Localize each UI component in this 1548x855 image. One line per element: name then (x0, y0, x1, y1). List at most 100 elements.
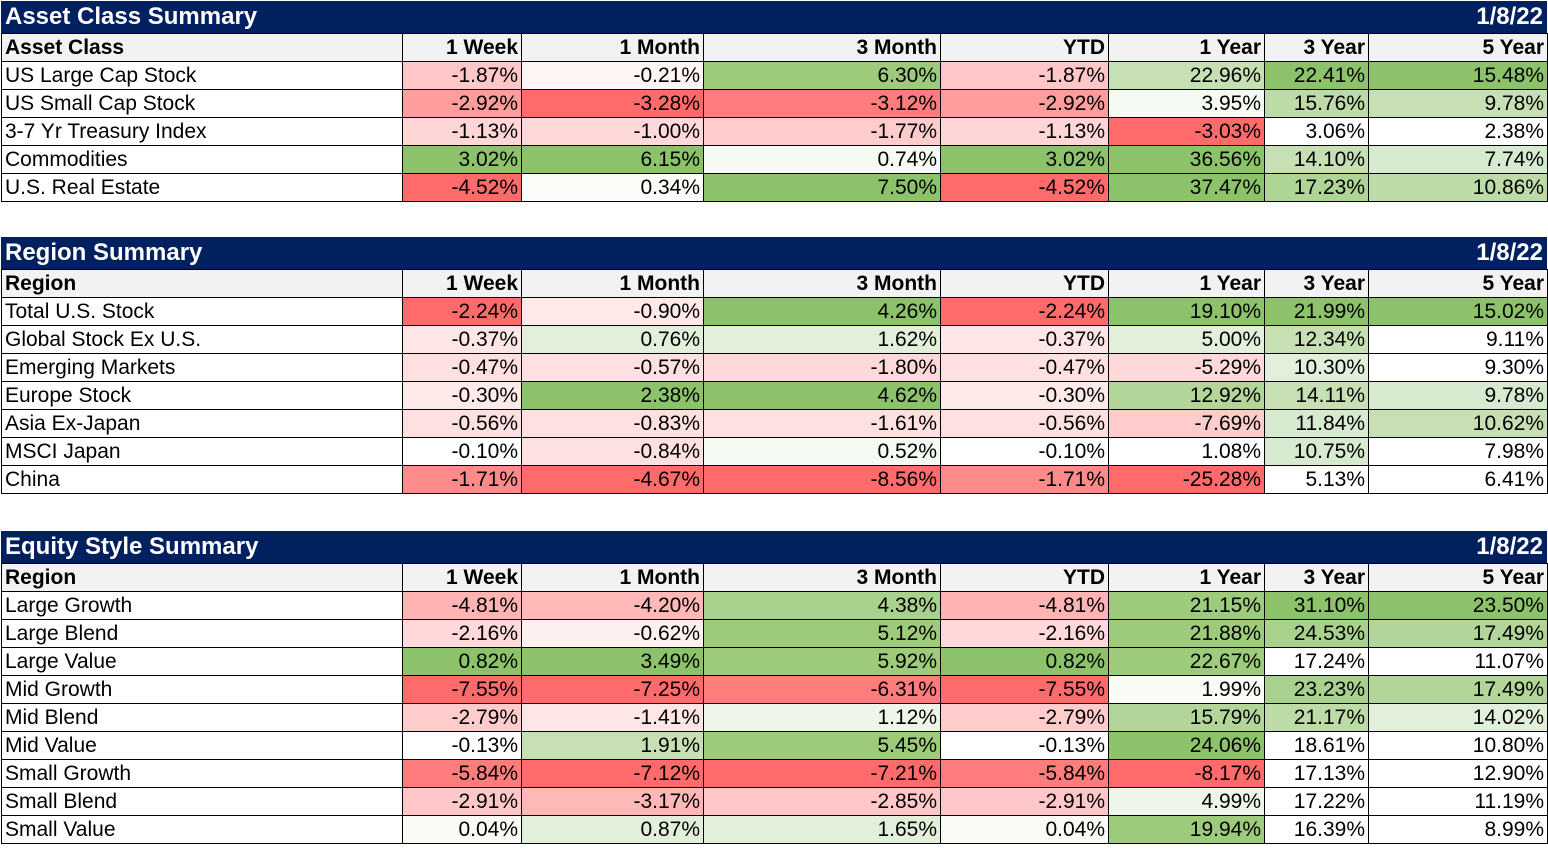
column-header: 5 Year (1368, 33, 1548, 62)
value-cell: -1.00% (521, 117, 704, 146)
value-cell: -7.12% (521, 759, 704, 788)
header-row: Region 1 Week 1 Month 3 Month YTD 1 Year 3 Yea… (1, 563, 1548, 592)
value-cell: 12.34% (1264, 325, 1369, 354)
value-cell: -2.79% (402, 703, 522, 732)
value-cell: 19.10% (1108, 297, 1265, 326)
value-cell: 3.49% (521, 647, 704, 676)
value-cell: -0.83% (521, 409, 704, 438)
equity-style-summary-section: Equity Style Summary 1/8/22 Region 1 Week 1 … (1, 531, 1548, 844)
value-cell: -1.87% (402, 61, 522, 90)
table-row: U.S. Real Estate -4.52% 0.34% 7.50% -4.52% 37… (1, 173, 1548, 202)
value-cell: -1.71% (940, 465, 1109, 494)
column-header: 3 Year (1264, 269, 1369, 298)
value-cell: 6.15% (521, 145, 704, 174)
table-row: Large Growth -4.81% -4.20% 4.38% -4.81% 21.15… (1, 591, 1548, 620)
value-cell: -4.52% (940, 173, 1109, 202)
value-cell: -1.41% (521, 703, 704, 732)
column-header: YTD (940, 269, 1109, 298)
value-cell: -0.47% (402, 353, 522, 382)
column-header: 3 Month (703, 269, 941, 298)
value-cell: 5.12% (703, 619, 941, 648)
value-cell: -0.37% (940, 325, 1109, 354)
table-row: Europe Stock -0.30% 2.38% 4.62% -0.30% 12.92%… (1, 381, 1548, 410)
value-cell: 6.41% (1368, 465, 1548, 494)
value-cell: -5.29% (1108, 353, 1265, 382)
table-row: Small Blend -2.91% -3.17% -2.85% -2.91% 4.99%… (1, 787, 1548, 816)
value-cell: 2.38% (521, 381, 704, 410)
value-cell: -2.91% (402, 787, 522, 816)
section-title-bar: Asset Class Summary 1/8/22 (1, 1, 1547, 33)
value-cell: 0.82% (402, 647, 522, 676)
column-header: 1 Year (1108, 33, 1265, 62)
value-cell: -4.52% (402, 173, 522, 202)
value-cell: 17.49% (1368, 619, 1548, 648)
value-cell: -0.57% (521, 353, 704, 382)
value-cell: 21.88% (1108, 619, 1265, 648)
section-date: 1/8/22 (1476, 533, 1543, 560)
value-cell: -4.67% (521, 465, 704, 494)
value-cell: 3.06% (1264, 117, 1369, 146)
value-cell: -7.25% (521, 675, 704, 704)
value-cell: 37.47% (1108, 173, 1265, 202)
row-label: 3-7 Yr Treasury Index (1, 117, 403, 146)
row-label: Large Blend (1, 619, 403, 648)
row-label: Mid Blend (1, 703, 403, 732)
value-cell: 17.24% (1264, 647, 1369, 676)
value-cell: -7.55% (402, 675, 522, 704)
value-cell: 3.02% (940, 145, 1109, 174)
table-row: Emerging Markets -0.47% -0.57% -1.80% -0.47%… (1, 353, 1548, 382)
section-title: Equity Style Summary (5, 533, 259, 560)
column-header: 1 Week (402, 269, 522, 298)
value-cell: 1.12% (703, 703, 941, 732)
value-cell: -4.20% (521, 591, 704, 620)
value-cell: 24.53% (1264, 619, 1369, 648)
value-cell: 23.50% (1368, 591, 1548, 620)
value-cell: -0.62% (521, 619, 704, 648)
header-row: Region 1 Week 1 Month 3 Month YTD 1 Year 3 Yea… (1, 269, 1548, 298)
column-header: 3 Year (1264, 563, 1369, 592)
value-cell: -1.13% (940, 117, 1109, 146)
value-cell: -0.47% (940, 353, 1109, 382)
value-cell: -1.87% (940, 61, 1109, 90)
value-cell: -0.90% (521, 297, 704, 326)
column-header: Region (1, 563, 403, 592)
value-cell: 36.56% (1108, 145, 1265, 174)
table-row: Commodities 3.02% 6.15% 0.74% 3.02% 36.56% 14.… (1, 145, 1548, 174)
column-header: 3 Year (1264, 33, 1369, 62)
section-title-bar: Equity Style Summary 1/8/22 (1, 531, 1547, 563)
value-cell: -2.24% (940, 297, 1109, 326)
value-cell: 4.38% (703, 591, 941, 620)
table-row: Large Blend -2.16% -0.62% 5.12% -2.16% 21.88%… (1, 619, 1548, 648)
value-cell: -1.77% (703, 117, 941, 146)
asset-class-summary-section: Asset Class Summary 1/8/22 Asset Class 1 We… (1, 1, 1548, 202)
section-title-bar: Region Summary 1/8/22 (1, 237, 1547, 269)
value-cell: -0.21% (521, 61, 704, 90)
summary-table: Asset Class 1 Week 1 Month 3 Month YTD 1 Year… (1, 33, 1548, 202)
column-header: 5 Year (1368, 563, 1548, 592)
value-cell: 6.30% (703, 61, 941, 90)
table-row: Total U.S. Stock -2.24% -0.90% 4.26% -2.24% 1… (1, 297, 1548, 326)
value-cell: 11.07% (1368, 647, 1548, 676)
value-cell: -4.81% (402, 591, 522, 620)
value-cell: 7.50% (703, 173, 941, 202)
row-label: U.S. Real Estate (1, 173, 403, 202)
value-cell: -0.10% (940, 437, 1109, 466)
row-label: Large Growth (1, 591, 403, 620)
column-header: 1 Week (402, 563, 522, 592)
table-row: Mid Growth -7.55% -7.25% -6.31% -7.55% 1.99% 2… (1, 675, 1548, 704)
value-cell: 0.74% (703, 145, 941, 174)
column-header: 5 Year (1368, 269, 1548, 298)
value-cell: -2.79% (940, 703, 1109, 732)
value-cell: -4.81% (940, 591, 1109, 620)
table-row: Small Value 0.04% 0.87% 1.65% 0.04% 19.94% 16.… (1, 815, 1548, 844)
row-label: Global Stock Ex U.S. (1, 325, 403, 354)
column-header: Region (1, 269, 403, 298)
value-cell: -0.56% (940, 409, 1109, 438)
value-cell: 18.61% (1264, 731, 1369, 760)
value-cell: 0.04% (940, 815, 1109, 844)
column-header: 1 Week (402, 33, 522, 62)
column-header: 1 Month (521, 269, 704, 298)
value-cell: 5.00% (1108, 325, 1265, 354)
value-cell: 31.10% (1264, 591, 1369, 620)
value-cell: 10.75% (1264, 437, 1369, 466)
